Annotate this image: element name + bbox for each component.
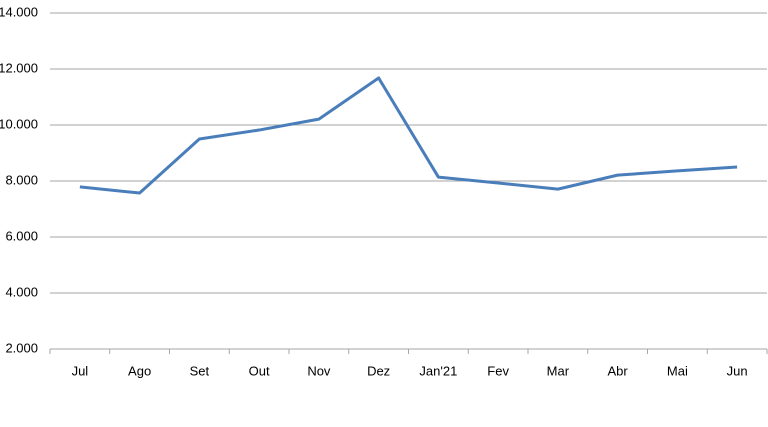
y-tick-label: 14.000 [0, 4, 38, 19]
y-tick-label: 12.000 [0, 60, 38, 75]
x-tick-label: Mar [547, 363, 570, 378]
x-tick-label: Mai [667, 363, 688, 378]
x-tick-label: Abr [608, 363, 629, 378]
x-tick-label: Fev [487, 363, 509, 378]
x-tick-label: Set [190, 363, 210, 378]
y-tick-label: 10.000 [0, 116, 38, 131]
y-tick-label: 6.000 [5, 228, 38, 243]
x-tick-label: Ago [128, 363, 151, 378]
x-tick-label: Nov [307, 363, 331, 378]
y-tick-label: 4.000 [5, 284, 38, 299]
x-tick-label: Jun [727, 363, 748, 378]
x-tick-label: Out [249, 363, 270, 378]
x-tick-label: Jul [72, 363, 89, 378]
x-tick-label: Dez [367, 363, 390, 378]
y-tick-label: 8.000 [5, 172, 38, 187]
y-tick-label: 2.000 [5, 340, 38, 355]
x-tick-label: Jan'21 [419, 363, 457, 378]
line-series [79, 76, 738, 195]
